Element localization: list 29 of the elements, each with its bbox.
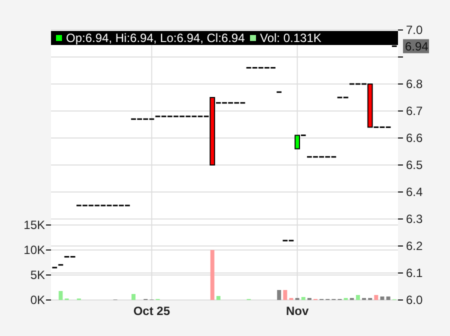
x-tick-label: Oct 25 xyxy=(133,304,170,318)
bar xyxy=(277,290,282,300)
x-tick-label: Nov xyxy=(286,304,309,318)
y-tick-label: 6.2 xyxy=(406,239,424,254)
annotation: Vol: 0.131K xyxy=(260,31,322,45)
annotation: Op:6.94, Hi:6.94, Lo:6.94, Cl:6.94 xyxy=(66,31,246,45)
y-tick-label: 7.0 xyxy=(406,23,424,38)
y-tick-label: 6.6 xyxy=(406,131,424,146)
y-tick-label: 6.4 xyxy=(406,185,424,200)
bar xyxy=(374,295,378,300)
bar xyxy=(132,294,136,300)
bar xyxy=(380,296,384,300)
y-tick-label: 6.8 xyxy=(406,77,424,92)
y-tick-label: 6.1 xyxy=(406,266,424,280)
bar xyxy=(210,250,214,300)
y2-tick-label: 0K xyxy=(30,293,45,308)
bar xyxy=(283,290,288,300)
y-tick-label: 6.3 xyxy=(406,212,424,226)
y-tick-label: 6.5 xyxy=(406,158,424,172)
y-tick-label: 6.0 xyxy=(406,293,424,308)
y2-tick-label: 10K xyxy=(24,243,45,258)
bar xyxy=(301,297,306,300)
bar xyxy=(356,295,360,300)
bar xyxy=(386,296,390,300)
bar xyxy=(58,291,63,300)
y2-tick-label: 5K xyxy=(30,268,45,282)
bar xyxy=(216,296,220,300)
y2-tick-label: 15K xyxy=(24,218,45,232)
y-tick-label: 6.7 xyxy=(406,104,424,118)
